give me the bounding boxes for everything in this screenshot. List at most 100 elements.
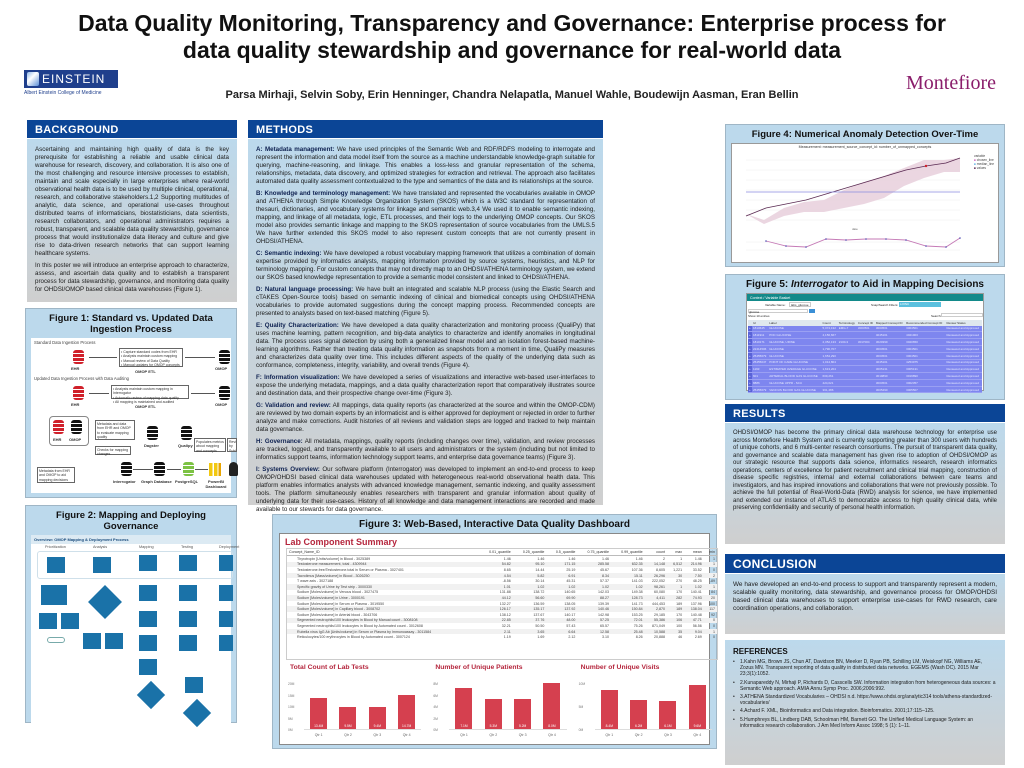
expand-icon[interactable]: + [748, 386, 752, 394]
column-header[interactable]: min [703, 549, 717, 556]
table-row[interactable]: +1810171 GLUCOSE, URINE 2,352,133 2100-3 301… [748, 338, 982, 346]
table-cell: 132.27 [499, 601, 511, 606]
table-row[interactable]: Reticulocytes/100 erythrocytes in Blood … [287, 634, 717, 640]
column-header[interactable]: 0.99_quantile [611, 549, 645, 556]
table-cell: 100 [676, 623, 683, 628]
column-header[interactable]: 0.75_quantile [577, 549, 612, 556]
expand-icon[interactable]: + [748, 331, 752, 340]
table-cell: 131.88 [499, 590, 511, 595]
table-cell: 95.10 [512, 561, 547, 568]
expand-icon[interactable]: + [748, 345, 752, 353]
table-row[interactable]: +601 ARTERIAL BLOOD GAS GLUCOSE 609,261 301… [748, 372, 982, 380]
bar[interactable]: 8.0M [543, 683, 561, 729]
expand-icon[interactable]: + [748, 352, 752, 360]
column-header[interactable]: Review Status [945, 320, 982, 326]
table-row[interactable]: +8886 GLUCOSE UPPR - SCU 424,021 3004501 300… [748, 379, 982, 387]
bar[interactable]: 13.4M [310, 698, 328, 729]
table-cell: 139.39 [598, 601, 610, 606]
table-row[interactable]: T wave axis - 3027188 -8.56 30.14 45.31 57.3… [287, 578, 717, 584]
table-row[interactable]: +1811911 POC GLUCOSE 4,156,667 4045101 40219… [748, 331, 982, 340]
method-d: D: Natural language processing: We have … [256, 286, 595, 318]
table-row[interactable]: Sodium [Moles/volume] in Urine - 3000191… [287, 595, 717, 601]
method-label: I: Systems Overview: [256, 466, 320, 473]
table-row[interactable]: Sodium [Moles/volume] in Capillary blood… [287, 606, 717, 612]
table-row[interactable]: +1810645 GLUCOSE 5,374,132 EMG-7 3004501 3004… [748, 325, 982, 333]
bar[interactable]: 5.2M [514, 699, 532, 729]
einstein-logo: EINSTEIN Albert Einstein College of Medi… [24, 70, 118, 96]
table-row[interactable]: +22414506 GLUCOSE 1,790,707 3004501 3004501 R… [748, 345, 982, 353]
conclusion-section: CONCLUSION We have developed an end-to-e… [725, 554, 1005, 634]
table-row[interactable]: +25455679 VENOUS BLOOD GAS GLUCOSE 361,486… [748, 386, 982, 394]
show-entries[interactable]: Show 10 entries [748, 314, 770, 318]
table-row[interactable]: Tacrolimus [Mass/volume] in Blood - 3026… [287, 572, 717, 579]
bar[interactable]: 9.6M [688, 684, 706, 729]
plot-area: 7.1M 5.3M 5.2M 8.0M [449, 683, 567, 730]
chart-subtitle: Measurement: measurement_source_concept_… [798, 145, 932, 149]
table-cell: 136.59 [533, 601, 545, 606]
bar[interactable]: 9.5M [339, 707, 357, 729]
method-b: B: Knowledge and terminology management:… [256, 190, 595, 246]
results-section: RESULTS OHDSI/OMOP has become the primar… [725, 404, 1005, 544]
variable-name-select[interactable]: labs_glucose [789, 302, 811, 307]
table-row[interactable]: Rubella virus IgG Ab [Units/volume] in S… [287, 628, 717, 635]
column-header[interactable]: Concept_Name_ID [287, 549, 480, 556]
bar[interactable]: 6.1M [659, 700, 677, 729]
graph-database-label: Graph Database [141, 479, 172, 484]
reference-item: 3.ATHENA Standardized Vocabularies – OHD… [733, 694, 997, 706]
column-header[interactable]: Terminology [837, 320, 857, 326]
bar[interactable]: 9.4M [368, 707, 386, 729]
omop-database-icon [71, 420, 82, 434]
bar[interactable]: 8.4M [600, 690, 618, 729]
column-header[interactable]: 0.25_quantile [512, 549, 547, 556]
bar[interactable]: 14.7M [398, 695, 416, 729]
expand-icon[interactable]: + [748, 365, 752, 374]
table-row[interactable]: Testosterone.free/Testosterone.total in … [287, 567, 717, 573]
expand-icon[interactable]: + [748, 359, 752, 367]
search-button[interactable] [809, 309, 815, 313]
expand-icon[interactable]: + [748, 338, 752, 346]
table-row[interactable]: Sodium [Moles/volume] in Serum or Plasma… [287, 601, 717, 607]
column-header[interactable]: mean [684, 549, 704, 556]
table-row[interactable]: Specific gravity of Urine by Test strip … [287, 583, 717, 590]
filter-select[interactable]: LOINC [899, 302, 941, 307]
table-row[interactable]: Segmented neutrophils/100 leukocytes in … [287, 623, 717, 629]
table-row[interactable]: Thyrotropin [Units/volume] in Blood - 30… [287, 556, 717, 562]
column-header[interactable]: Label [768, 320, 822, 326]
table-cell: 171.15 [546, 561, 578, 568]
column-header[interactable]: Id [752, 320, 769, 326]
expand-icon[interactable]: + [748, 379, 752, 387]
bar[interactable]: 7.1M [455, 688, 473, 729]
table-row[interactable]: +25455047 POINT OF CARE GLUCOSE 1,014,804 4… [748, 359, 982, 367]
table-cell: 69.90 [546, 595, 578, 601]
bar[interactable]: 5.3M [484, 698, 502, 729]
table-cell: 15.11 [611, 572, 645, 579]
column-header[interactable]: count [644, 549, 668, 556]
expand-icon[interactable]: + [748, 372, 752, 380]
column-header[interactable]: Concept ID [856, 320, 875, 326]
lab-component-table[interactable]: Concept_Name_ID 0.01_quantile 0.25_quantil… [286, 548, 718, 660]
postgresql-database-icon [183, 462, 194, 476]
bar[interactable]: 6.2M [630, 700, 648, 729]
einstein-swirl-icon [27, 72, 39, 86]
table-cell: -89 [709, 579, 715, 584]
table-row[interactable]: Sodium [Moles/volume] in Venous blood - … [287, 590, 717, 596]
table-cell: Reticulocytes/100 erythrocytes in Blood … [297, 635, 410, 640]
column-header[interactable]: 0.01_quantile [479, 549, 513, 556]
table-row[interactable]: +25455679 GLUCOSE 1,654,290 3004501 3004501 R… [748, 352, 982, 360]
column-header[interactable]: Mapped Concept ID [874, 320, 906, 326]
table-row[interactable]: Sodium [Moles/volume] in Arterial blood … [287, 612, 717, 618]
table-row[interactable]: +1193 ESTIMATED AVERAGE GLUCOSE 1,613,204 3… [748, 365, 982, 374]
lane-deployment: Deployment [219, 545, 240, 549]
table-row[interactable]: Segmented neutrophils/100 leukocytes in … [287, 617, 717, 624]
expand-icon[interactable]: + [748, 325, 752, 333]
table-search-input[interactable] [941, 313, 983, 317]
column-header[interactable]: 0.5_quantile [546, 549, 578, 556]
flow-step [219, 585, 233, 601]
search-input[interactable]: glucose [748, 309, 808, 314]
table-cell: 189 [667, 606, 685, 612]
table-cell: 137.96 [690, 601, 702, 606]
column-header[interactable]: Count [821, 320, 838, 326]
column-header[interactable]: Recommended Concept ID [905, 320, 946, 326]
table-row[interactable]: Testosterone measurement, total - 430994… [287, 561, 717, 568]
column-header[interactable]: max [667, 549, 685, 556]
